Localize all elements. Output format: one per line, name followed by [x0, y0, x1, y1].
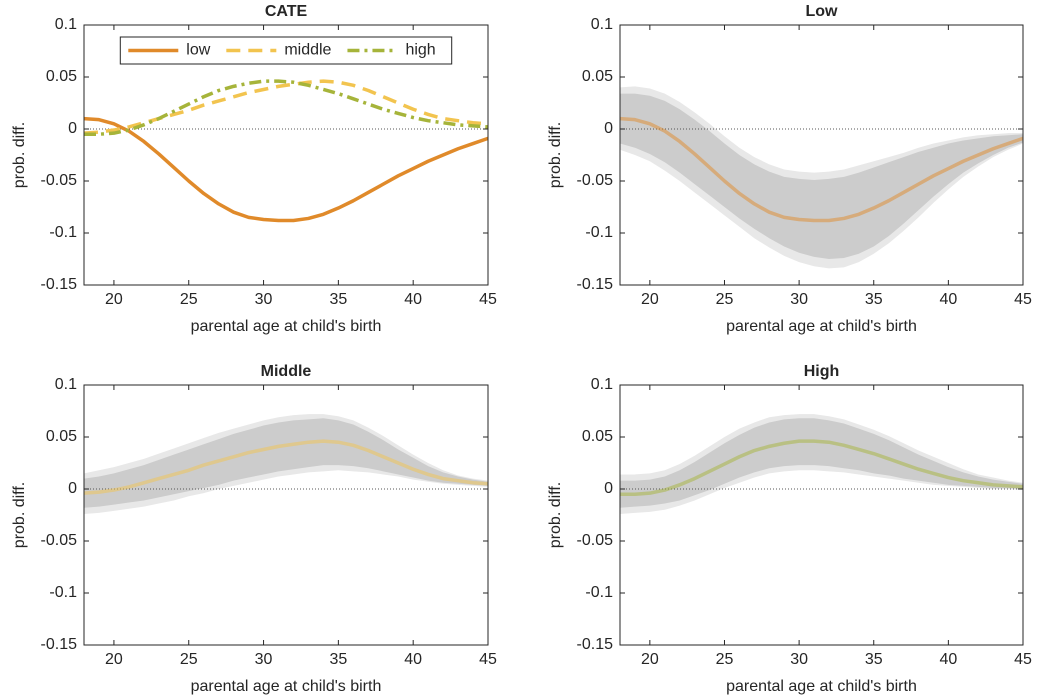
x-tick-label: 45 [479, 291, 497, 308]
y-tick-label: 0.05 [582, 68, 613, 85]
y-tick-label: -0.15 [41, 276, 78, 293]
confidence-band [84, 418, 488, 508]
y-tick-label: 0 [604, 480, 613, 497]
x-tick-label: 30 [255, 651, 273, 668]
axes-box [619, 24, 1024, 286]
x-tick-label: 30 [255, 291, 273, 308]
y-axis-label: prob. diff. [11, 482, 28, 548]
legend-label: low [186, 42, 210, 59]
x-tick-label: 20 [641, 291, 659, 308]
y-tick-label: -0.05 [577, 172, 614, 189]
plot-area [83, 79, 489, 223]
y-tick-label: 0.1 [55, 16, 77, 33]
legend-label: middle [284, 42, 331, 59]
confidence-band [620, 93, 1023, 259]
axes-box [619, 384, 1024, 646]
y-tick-label: -0.15 [577, 636, 614, 653]
series-line [619, 116, 1024, 223]
series-line [83, 439, 489, 495]
x-tick-label: 45 [1014, 291, 1032, 308]
plot-area [83, 414, 489, 514]
x-tick-label: 25 [716, 291, 734, 308]
y-tick-label: -0.1 [585, 224, 613, 241]
x-tick-label: 20 [105, 651, 123, 668]
x-tick-label: 30 [790, 651, 808, 668]
plot-area [620, 414, 1024, 514]
x-tick-label: 25 [180, 291, 198, 308]
y-axis-label: prob. diff. [547, 122, 564, 188]
x-tick-label: 35 [329, 291, 347, 308]
y-tick-label: 0.05 [582, 428, 613, 445]
x-tick-label: 45 [1014, 651, 1032, 668]
x-tick-label: 25 [180, 651, 198, 668]
y-tick-label: 0 [68, 480, 77, 497]
series-line [620, 439, 1024, 496]
x-tick-label: 40 [404, 291, 422, 308]
x-tick-label: 35 [329, 651, 347, 668]
x-tick-label: 40 [404, 651, 422, 668]
chart-title: Low [806, 3, 839, 20]
x-tick-label: 40 [939, 291, 957, 308]
axes-box [83, 24, 489, 286]
x-tick-label: 35 [865, 291, 883, 308]
legend: low middle high [119, 36, 453, 65]
x-tick-label: 25 [716, 651, 734, 668]
y-tick-label: 0.1 [55, 376, 77, 393]
y-tick-label: 0.1 [591, 16, 613, 33]
legend-label: high [405, 42, 435, 59]
chart-title: Middle [261, 363, 312, 380]
chart-title: High [804, 363, 840, 380]
series-line [84, 79, 489, 136]
y-tick-label: 0 [604, 120, 613, 137]
y-tick-label: -0.1 [49, 584, 77, 601]
y-tick-label: 0.05 [46, 68, 77, 85]
y-tick-label: -0.05 [577, 532, 614, 549]
y-axis-label: prob. diff. [11, 122, 28, 188]
x-tick-label: 20 [105, 291, 123, 308]
x-tick-label: 45 [479, 651, 497, 668]
chart-title: CATE [265, 3, 308, 20]
y-tick-label: -0.05 [41, 532, 78, 549]
x-axis-label: parental age at child's birth [726, 678, 917, 695]
x-axis-label: parental age at child's birth [191, 678, 382, 695]
y-tick-label: -0.15 [577, 276, 614, 293]
series-line [83, 116, 489, 223]
x-axis-label: parental age at child's birth [191, 318, 382, 335]
y-tick-label: 0.1 [591, 376, 613, 393]
x-axis-label: parental age at child's birth [726, 318, 917, 335]
y-tick-label: -0.15 [41, 636, 78, 653]
x-tick-label: 35 [865, 651, 883, 668]
x-tick-label: 30 [790, 291, 808, 308]
y-tick-label: -0.1 [585, 584, 613, 601]
y-tick-label: -0.05 [41, 172, 78, 189]
axes-box [83, 384, 489, 646]
confidence-band [620, 86, 1023, 269]
y-tick-label: 0.05 [46, 428, 77, 445]
x-tick-label: 40 [939, 651, 957, 668]
y-tick-label: -0.1 [49, 224, 77, 241]
confidence-band [620, 418, 1023, 508]
x-tick-label: 20 [641, 651, 659, 668]
y-axis-label: prob. diff. [547, 482, 564, 548]
plot-area [619, 86, 1024, 269]
y-tick-label: 0 [68, 120, 77, 137]
